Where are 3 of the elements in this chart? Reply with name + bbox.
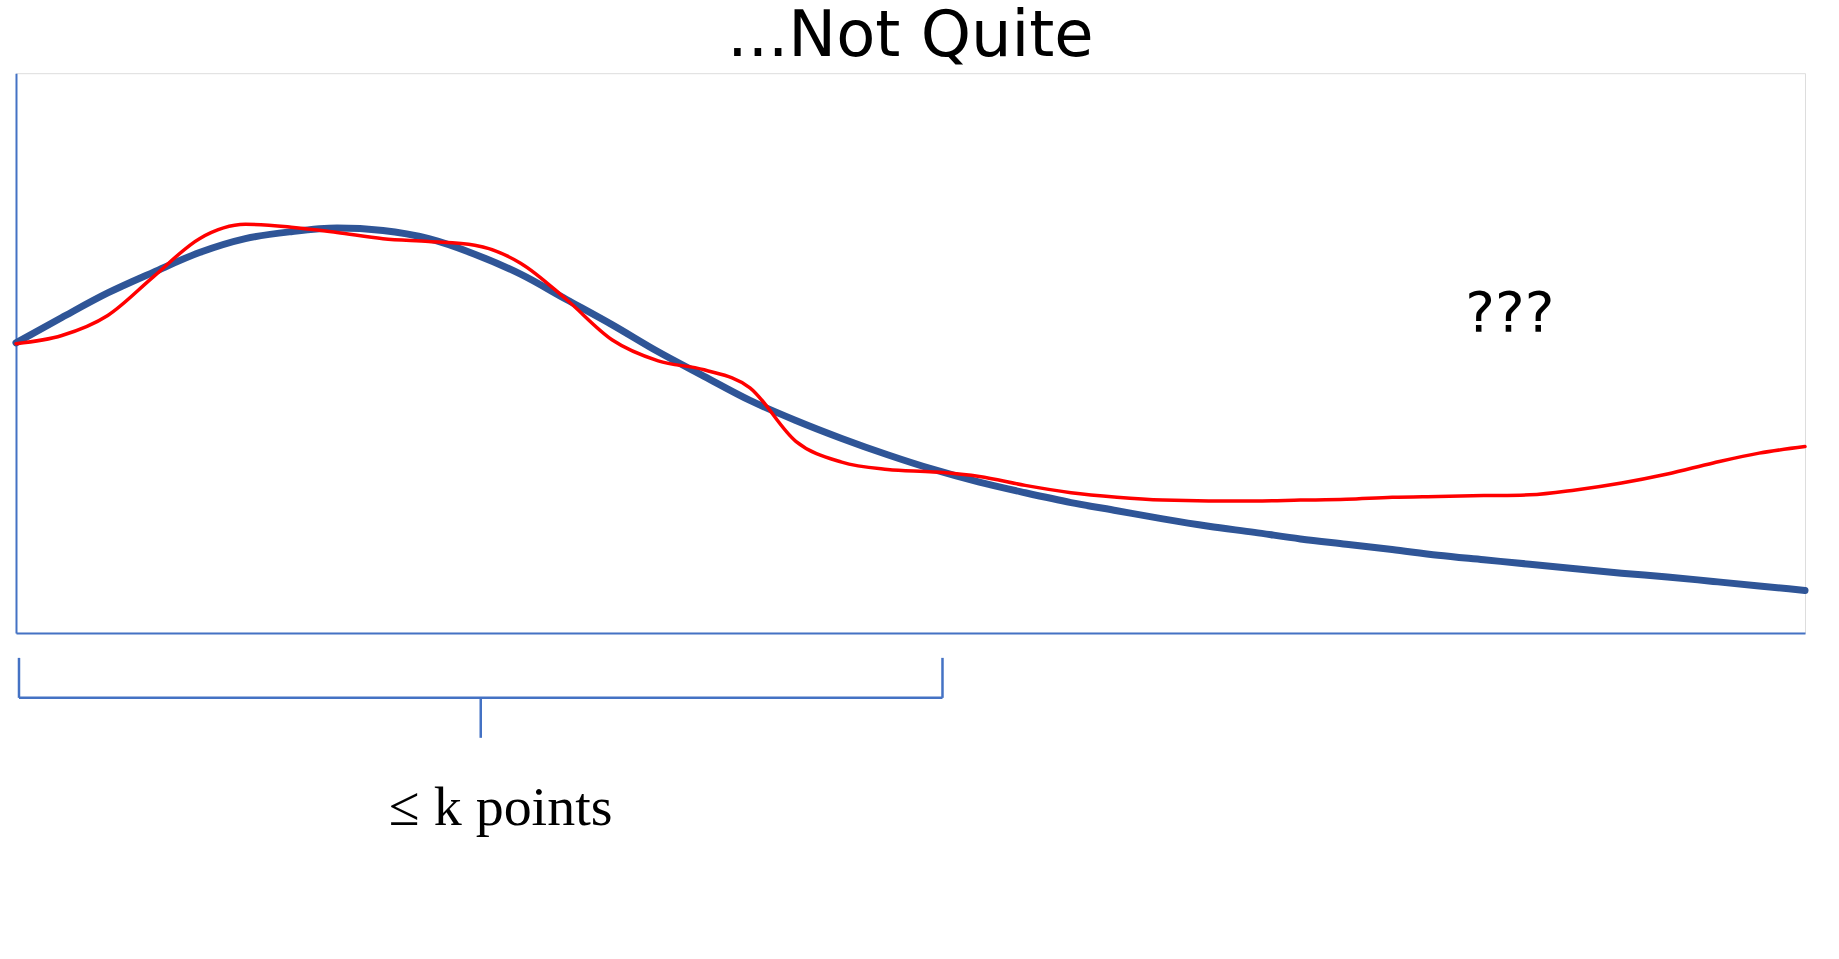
- text: ≤ k points: [388, 774, 613, 837]
- chart-title: ...Not Quite: [727, 0, 1094, 72]
- annotation: ???: [1465, 278, 1555, 344]
